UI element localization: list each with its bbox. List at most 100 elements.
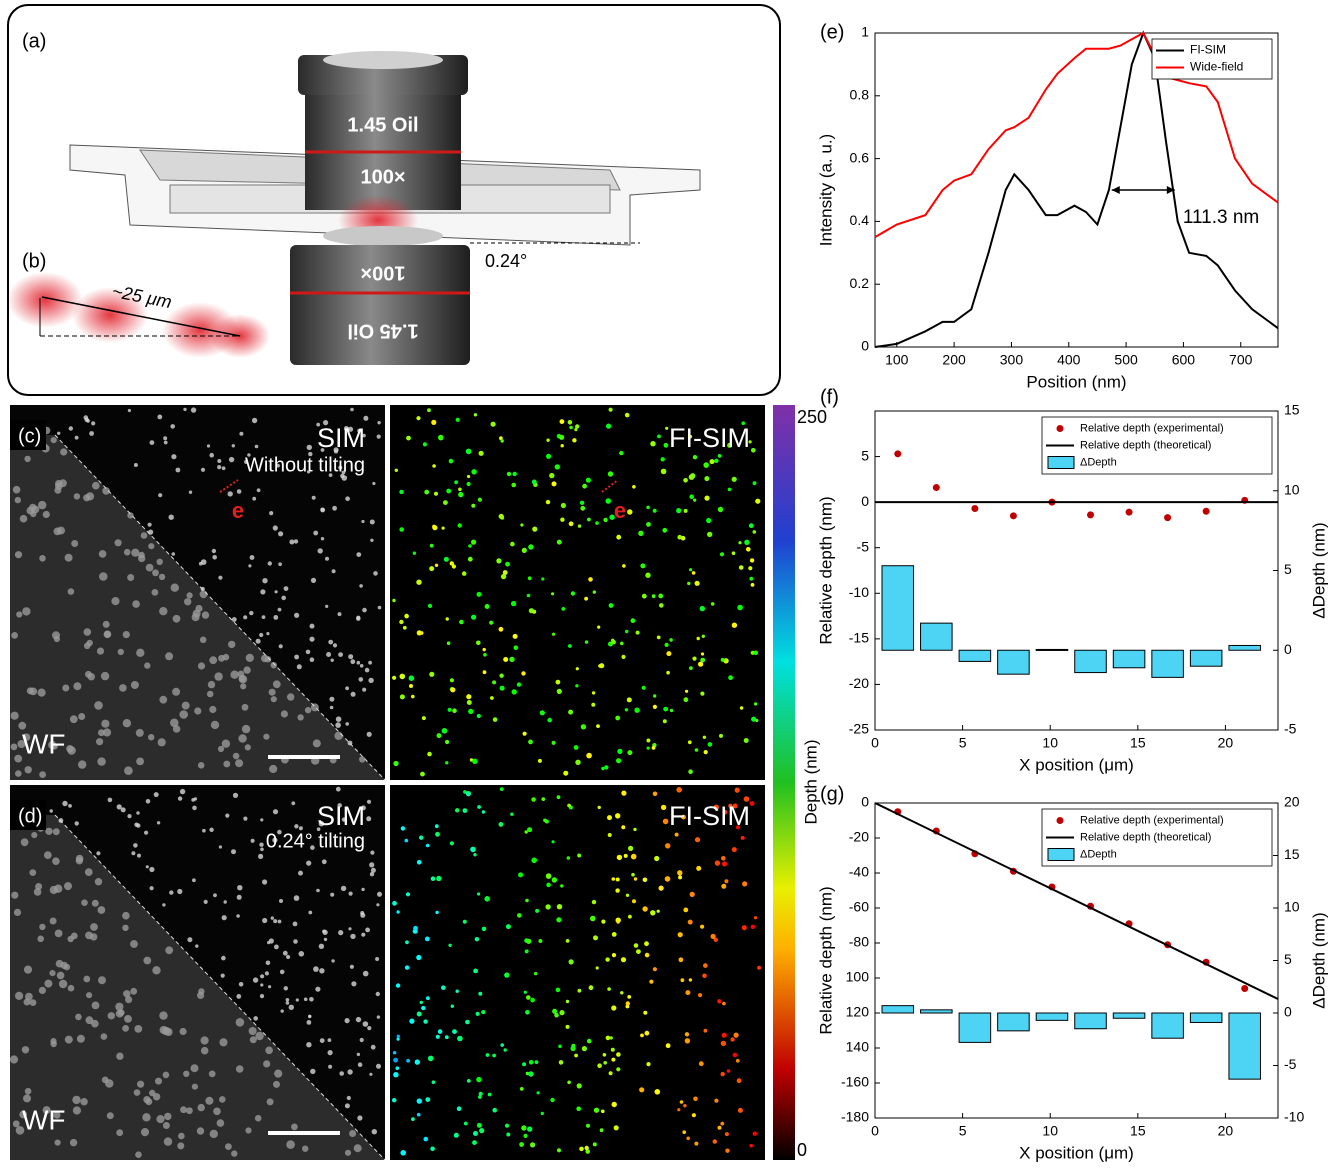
- image-dot: [10, 743, 18, 751]
- image-dot: [320, 507, 326, 513]
- image-dot: [192, 805, 197, 811]
- image-dot: [441, 728, 448, 734]
- image-dot: [172, 687, 181, 696]
- image-dot: [270, 916, 274, 920]
- image-dot: [720, 657, 725, 662]
- image-dot: [359, 584, 363, 588]
- image-dot: [721, 861, 728, 867]
- image-dot: [498, 822, 504, 827]
- image-dot: [556, 795, 561, 800]
- image-dot: [162, 903, 166, 907]
- image-dot: [755, 718, 759, 723]
- image-dot: [170, 424, 175, 429]
- image-dot: [541, 797, 546, 801]
- image-dot: [244, 744, 251, 751]
- image-dot: [432, 464, 436, 468]
- image-dot: [274, 1069, 283, 1078]
- x-axis-label: X position (μm): [1019, 1143, 1134, 1162]
- image-dot: [341, 817, 347, 822]
- image-dot: [399, 694, 405, 700]
- image-dot: [38, 500, 47, 510]
- image-dot: [713, 937, 718, 942]
- image-dot: [137, 853, 141, 858]
- image-dot: [236, 894, 242, 900]
- legend-label: ΔDepth: [1080, 456, 1117, 468]
- image-dot: [296, 664, 302, 670]
- image-dot: [39, 923, 46, 931]
- image-dot: [334, 731, 343, 740]
- image-dot: [136, 811, 140, 815]
- image-dot: [197, 991, 205, 1000]
- image-dot: [751, 448, 756, 453]
- image-dot: [608, 1071, 613, 1076]
- image-dot: [409, 684, 413, 688]
- y-tick-label: 100: [846, 969, 870, 985]
- image-dot: [72, 1095, 81, 1105]
- image-dot: [748, 440, 752, 444]
- image-dot: [541, 577, 545, 581]
- image-dot: [722, 1001, 726, 1006]
- image-dot: [102, 728, 112, 737]
- image-dot: [476, 640, 481, 646]
- image-dot: [50, 1040, 57, 1048]
- image-dot: [586, 752, 592, 759]
- image-dot: [624, 708, 629, 712]
- image-dot: [421, 716, 426, 721]
- image-dot: [20, 838, 29, 847]
- image-dot: [532, 526, 538, 532]
- image-dot: [595, 521, 599, 525]
- image-dot: [465, 448, 472, 455]
- image-dot: [423, 1019, 428, 1024]
- image-dot: [551, 481, 557, 487]
- image-dot: [408, 675, 415, 681]
- image-dot: [212, 555, 217, 560]
- image-dot: [209, 827, 214, 832]
- image-dot: [512, 633, 518, 639]
- image-dot: [479, 1128, 485, 1134]
- image-dot: [266, 1098, 274, 1106]
- image-dot: [399, 673, 406, 680]
- image-dot: [691, 571, 696, 575]
- image-dot: [106, 1112, 114, 1120]
- image-dot: [91, 421, 96, 426]
- image-dot: [370, 850, 375, 855]
- image-dot: [366, 816, 372, 822]
- image-dot: [646, 505, 650, 510]
- image-dot: [323, 937, 328, 942]
- image-dot: [169, 890, 174, 895]
- image-dot: [338, 930, 344, 936]
- image-dot: [556, 904, 563, 910]
- x-tick-label: 5: [959, 735, 967, 751]
- bar: [1189, 1012, 1223, 1023]
- image-dot: [710, 602, 715, 606]
- image-dot: [577, 524, 582, 528]
- image-dot: [137, 1080, 145, 1088]
- image-dot: [33, 888, 42, 896]
- image-dot: [414, 1059, 420, 1065]
- image-dot: [638, 530, 644, 536]
- image-dot: [727, 442, 733, 448]
- image-dot: [348, 891, 353, 896]
- image-dot: [348, 927, 352, 931]
- image-dot: [466, 694, 472, 700]
- image-dot: [49, 970, 56, 977]
- image-dot: [312, 739, 321, 748]
- image-dot: [698, 661, 704, 667]
- image-dot: [241, 724, 251, 734]
- image-dot: [659, 603, 664, 608]
- image-dot: [22, 607, 31, 616]
- series-line: [874, 802, 1279, 1000]
- image-dot: [267, 941, 271, 945]
- image-dot: [348, 654, 354, 660]
- image-dot: [243, 816, 248, 821]
- image-dot: [681, 814, 686, 820]
- image-dot: [49, 809, 53, 813]
- image-dot: [248, 564, 252, 568]
- image-dot: [641, 685, 646, 690]
- image-dot: [570, 591, 576, 596]
- image-dot: [455, 808, 460, 813]
- image-dot: [318, 943, 325, 949]
- image-dot: [42, 510, 50, 519]
- image-dot: [143, 956, 152, 965]
- image-dot: [248, 1027, 257, 1035]
